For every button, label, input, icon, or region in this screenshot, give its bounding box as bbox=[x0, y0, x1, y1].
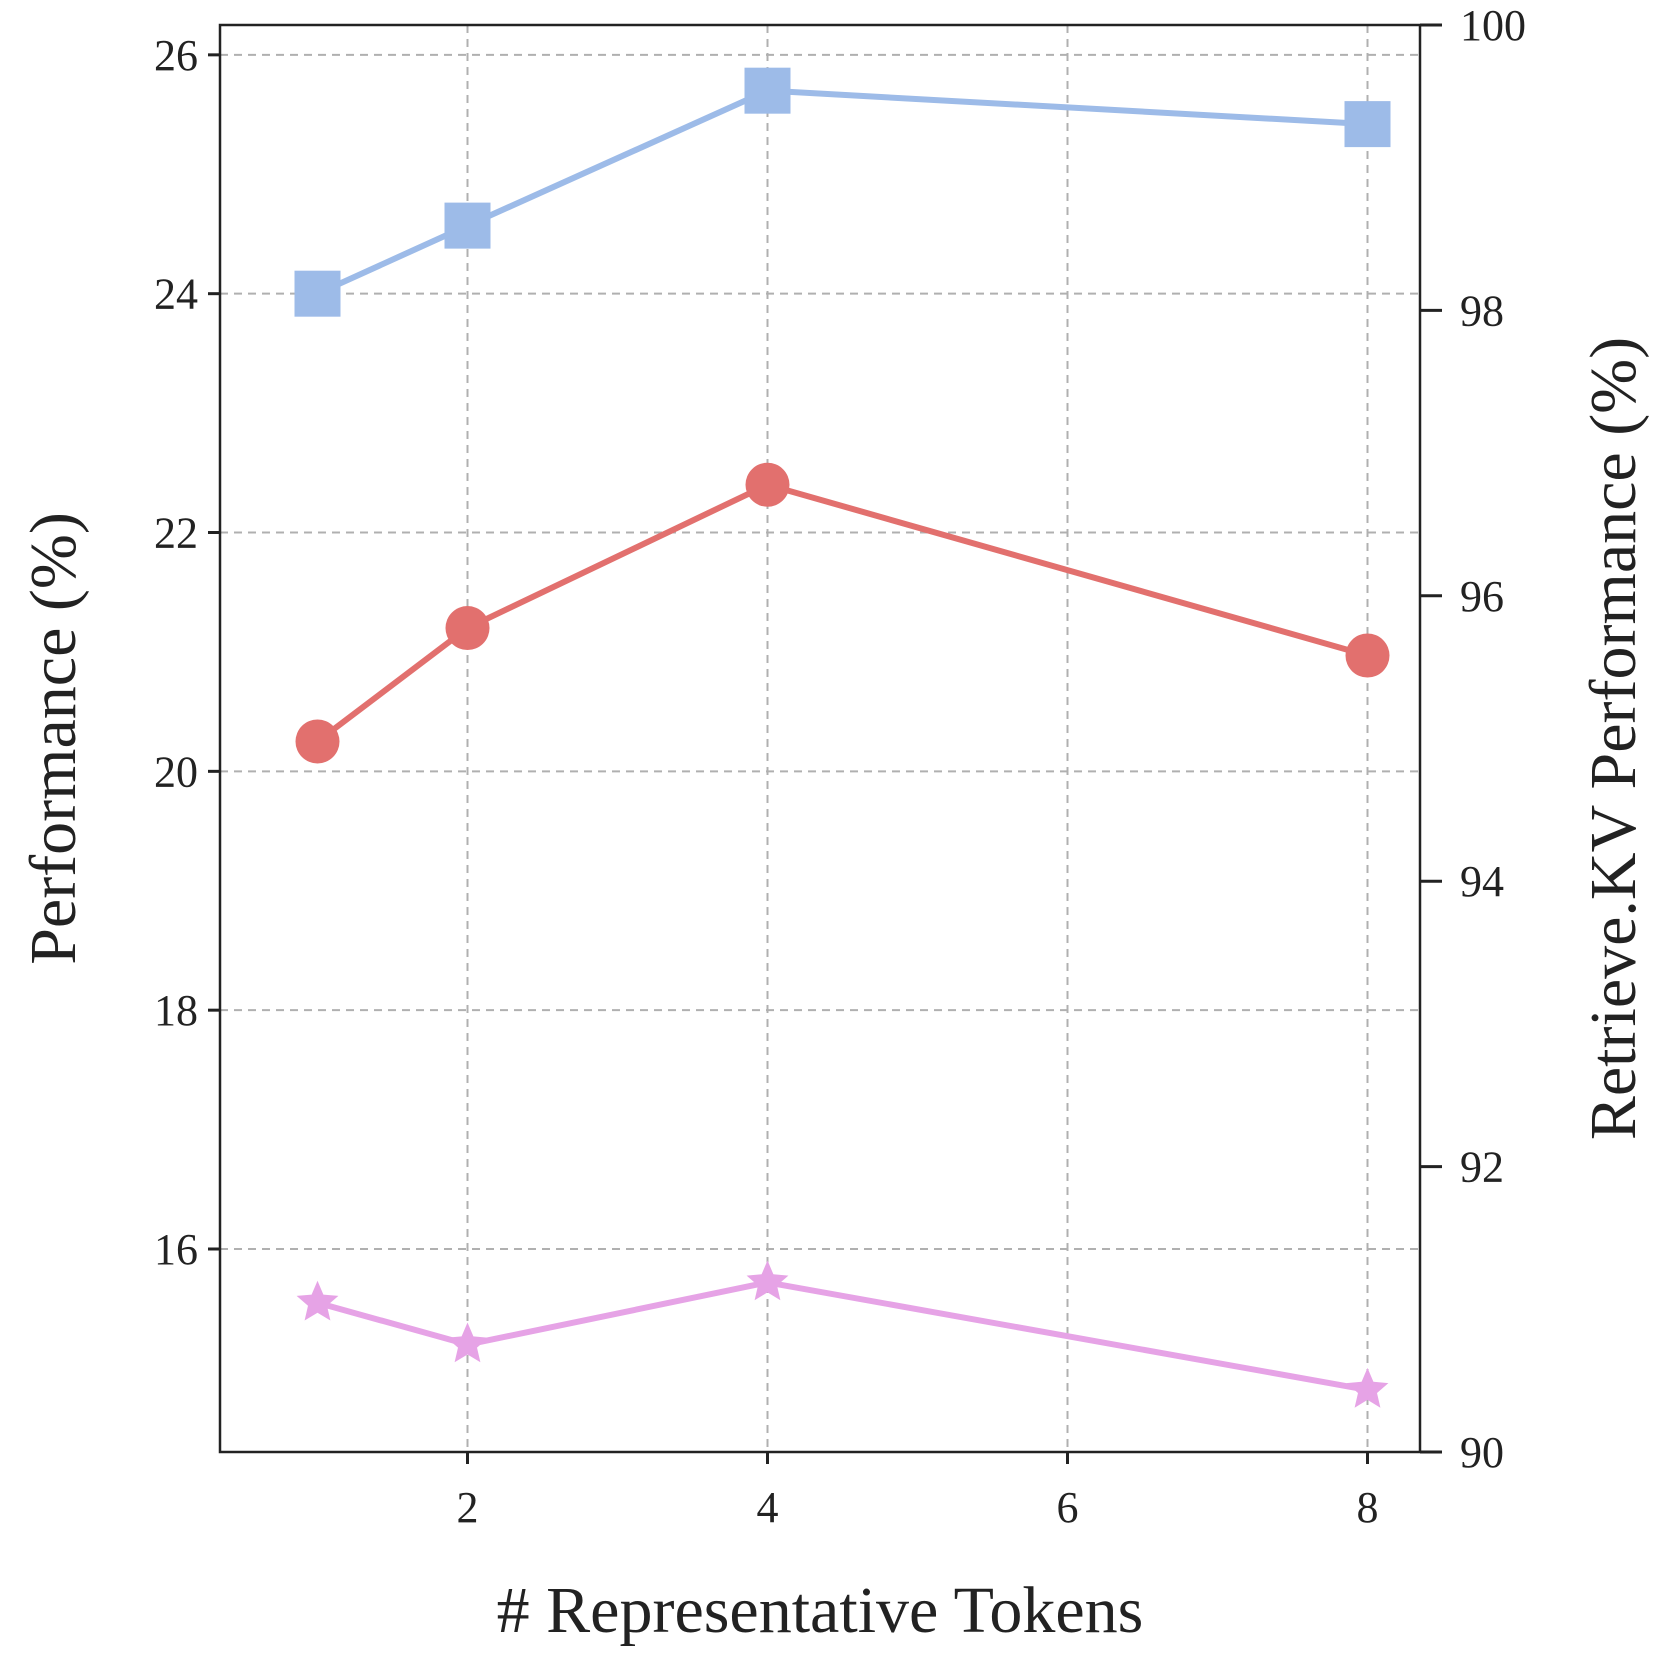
y-tick-label: 16 bbox=[154, 1225, 198, 1274]
series-circle bbox=[295, 462, 1390, 764]
y-tick-label: 22 bbox=[154, 509, 198, 558]
series-line bbox=[316, 87, 1368, 297]
series-line bbox=[316, 1279, 1369, 1393]
y2-tick-label: 98 bbox=[1460, 286, 1504, 335]
y2-tick-label: 90 bbox=[1460, 1428, 1504, 1477]
data-point bbox=[444, 202, 491, 249]
series-line bbox=[315, 481, 1369, 744]
data-point bbox=[294, 270, 341, 317]
data-point bbox=[1346, 1367, 1389, 1408]
series-star bbox=[296, 1260, 1389, 1408]
x-tick-label: 6 bbox=[1057, 1483, 1079, 1532]
data-point bbox=[1345, 633, 1390, 678]
x-tick-label: 2 bbox=[457, 1483, 479, 1532]
y-tick-label: 18 bbox=[154, 986, 198, 1035]
data-point bbox=[445, 606, 490, 651]
data-point bbox=[1344, 101, 1391, 148]
y2-tick-label: 100 bbox=[1460, 1, 1526, 50]
data-point bbox=[745, 462, 790, 507]
y-tick-label: 24 bbox=[154, 270, 198, 319]
data-point bbox=[446, 1322, 489, 1363]
grid-lines bbox=[220, 25, 1420, 1452]
y2-tick-label: 94 bbox=[1460, 857, 1504, 906]
y2-axis-title: Retrieve.KV Performance (%) bbox=[1577, 337, 1650, 1140]
y-tick-label: 26 bbox=[154, 31, 198, 80]
data-point bbox=[296, 1280, 339, 1321]
y2-tick-label: 96 bbox=[1460, 572, 1504, 621]
x-tick-label: 4 bbox=[757, 1483, 779, 1532]
data-point bbox=[744, 67, 791, 114]
x-axis-title: # Representative Tokens bbox=[497, 1574, 1144, 1647]
y-axis-title: Performance (%) bbox=[17, 512, 90, 965]
y2-tick-label: 92 bbox=[1460, 1143, 1504, 1192]
series-layer bbox=[294, 67, 1391, 1408]
series-square bbox=[294, 67, 1391, 317]
x-tick-label: 8 bbox=[1357, 1483, 1379, 1532]
plot-frame bbox=[218, 23, 1422, 1454]
data-point bbox=[746, 1260, 789, 1301]
y-tick-label: 20 bbox=[154, 747, 198, 796]
data-point bbox=[295, 719, 340, 764]
